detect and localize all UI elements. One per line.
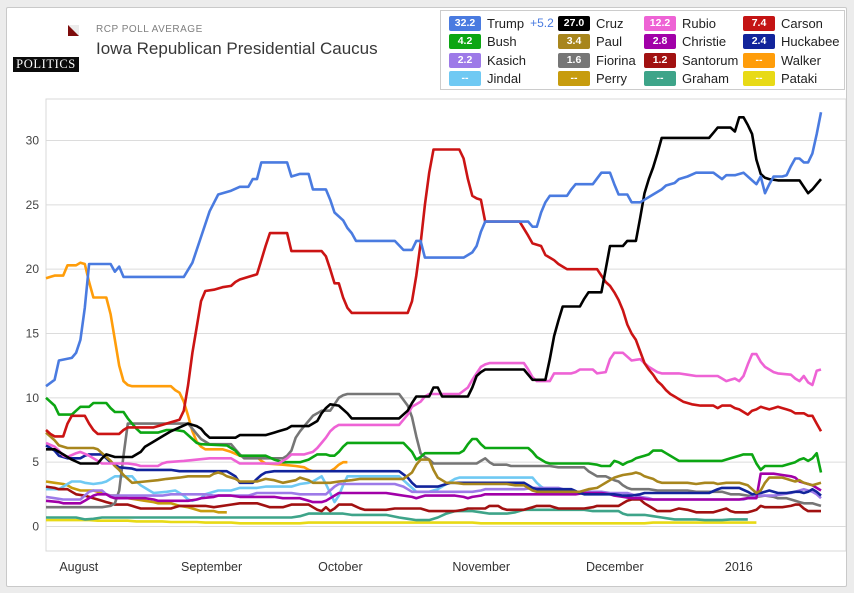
legend-candidate-name: Carson	[781, 15, 823, 31]
x-axis-label-november: November	[452, 560, 510, 574]
legend-candidate-name: Jindal	[487, 71, 521, 87]
legend-item-cruz[interactable]: 27.0 Cruz	[558, 15, 644, 31]
y-tick-label-25: 25	[26, 198, 40, 212]
line-paul[interactable]	[45, 431, 822, 495]
line-graham[interactable]	[46, 508, 748, 522]
line-fiorina[interactable]	[46, 392, 822, 509]
page-title: Iowa Republican Presidential Caucus	[96, 39, 378, 58]
legend-item-carson[interactable]: 7.4 Carson	[743, 15, 844, 31]
legend-value-chip: 4.2	[449, 34, 481, 50]
legend-value-chip: 12.2	[644, 15, 676, 31]
legend-item-bush[interactable]: 4.2 Bush	[449, 34, 558, 50]
x-axis-label-october: October	[318, 560, 362, 574]
legend-value-chip: --	[558, 71, 590, 87]
line-rubio[interactable]	[45, 351, 822, 468]
y-tick-label-10: 10	[26, 391, 40, 405]
legend-candidate-name: Fiorina	[596, 52, 636, 68]
legend-value-chip: --	[449, 71, 481, 87]
y-tick-label-20: 20	[26, 262, 40, 276]
line-bush[interactable]	[45, 396, 823, 473]
legend-candidate-name: Santorum	[682, 52, 739, 68]
x-axis-label-august: August	[59, 560, 98, 574]
rcp-logo-line1: REAL	[18, 30, 54, 45]
rcp-logo-red-box: REAL CLEAR	[13, 25, 79, 57]
line-cruz[interactable]	[46, 116, 822, 465]
rcp-logo-line2: CLEAR	[18, 43, 64, 57]
legend-candidate-name: Rubio	[682, 15, 716, 31]
x-axis-label-september: September	[181, 560, 242, 574]
rcp-logo-line3: POLITICS	[13, 57, 79, 72]
legend-item-perry[interactable]: -- Perry	[558, 71, 644, 87]
legend-item-walker[interactable]: -- Walker	[743, 52, 844, 68]
legend-item-fiorina[interactable]: 1.6 Fiorina	[558, 52, 644, 68]
plot-border	[45, 98, 846, 552]
legend-value-chip: 2.8	[644, 34, 676, 50]
poll-average-eyebrow: RCP POLL AVERAGE	[96, 24, 203, 35]
y-tick-label-30: 30	[26, 133, 40, 147]
legend-value-chip: 2.2	[449, 52, 481, 68]
legend-candidate-name: Huckabee	[781, 34, 840, 50]
legend-value-chip: 27.0	[558, 15, 590, 31]
legend-item-graham[interactable]: -- Graham	[644, 71, 743, 87]
poll-average-line-chart[interactable]: 0 5 10 15 20 25 30 August September October Novemb…	[7, 8, 846, 586]
legend-candidate-name: Walker	[781, 52, 821, 68]
y-tick-label-0: 0	[32, 520, 39, 534]
legend-value-chip: 32.2	[449, 15, 481, 31]
legend-candidate-name: Cruz	[596, 15, 624, 31]
x-axis-label-2016: 2016	[725, 560, 753, 574]
legend-change-value: +5.2	[530, 16, 554, 31]
legend-item-trump[interactable]: 32.2 Trump +5.2	[449, 15, 558, 31]
legend-item-santorum[interactable]: 1.2 Santorum	[644, 52, 743, 68]
x-axis-label-december: December	[586, 560, 644, 574]
legend-item-christie[interactable]: 2.8 Christie	[644, 34, 743, 50]
legend-item-kasich[interactable]: 2.2 Kasich	[449, 52, 558, 68]
legend-candidate-name: Christie	[682, 34, 727, 50]
line-pataki[interactable]	[46, 518, 757, 525]
legend-candidate-name: Paul	[596, 34, 623, 50]
legend-value-chip: 1.2	[644, 52, 676, 68]
legend-candidate-name: Bush	[487, 34, 517, 50]
line-christie[interactable]	[45, 472, 822, 505]
legend-value-chip: --	[644, 71, 676, 87]
legend-value-chip: --	[743, 71, 775, 87]
legend-value-chip: 1.6	[558, 52, 590, 68]
legend: 32.2 Trump +5.2 27.0 Cruz 12.2 Rubio 7.4 Carson 4…	[440, 10, 845, 90]
legend-candidate-name: Graham	[682, 71, 729, 87]
legend-item-pataki[interactable]: -- Pataki	[743, 71, 844, 87]
legend-item-huckabee[interactable]: 2.4 Huckabee	[743, 34, 844, 50]
legend-value-chip: 7.4	[743, 15, 775, 31]
legend-item-rubio[interactable]: 12.2 Rubio	[644, 15, 743, 31]
legend-candidate-name: Perry	[596, 71, 628, 87]
y-tick-label-5: 5	[32, 455, 39, 469]
chart-card: REAL CLEAR POLITICS RCP POLL AVERAGE Iow…	[6, 7, 847, 587]
legend-value-chip: 2.4	[743, 34, 775, 50]
rcp-logo[interactable]: REAL CLEAR POLITICS	[13, 25, 79, 78]
legend-value-chip: --	[743, 52, 775, 68]
legend-value-chip: 3.4	[558, 34, 590, 50]
legend-item-jindal[interactable]: -- Jindal	[449, 71, 558, 87]
legend-candidate-name: Trump	[487, 15, 525, 31]
legend-item-paul[interactable]: 3.4 Paul	[558, 34, 644, 50]
line-walker[interactable]	[45, 261, 348, 473]
legend-candidate-name: Pataki	[781, 71, 818, 87]
legend-candidate-name: Kasich	[487, 52, 527, 68]
y-tick-label-15: 15	[26, 326, 40, 340]
line-santorum[interactable]	[45, 485, 821, 514]
line-trump[interactable]	[45, 111, 823, 388]
